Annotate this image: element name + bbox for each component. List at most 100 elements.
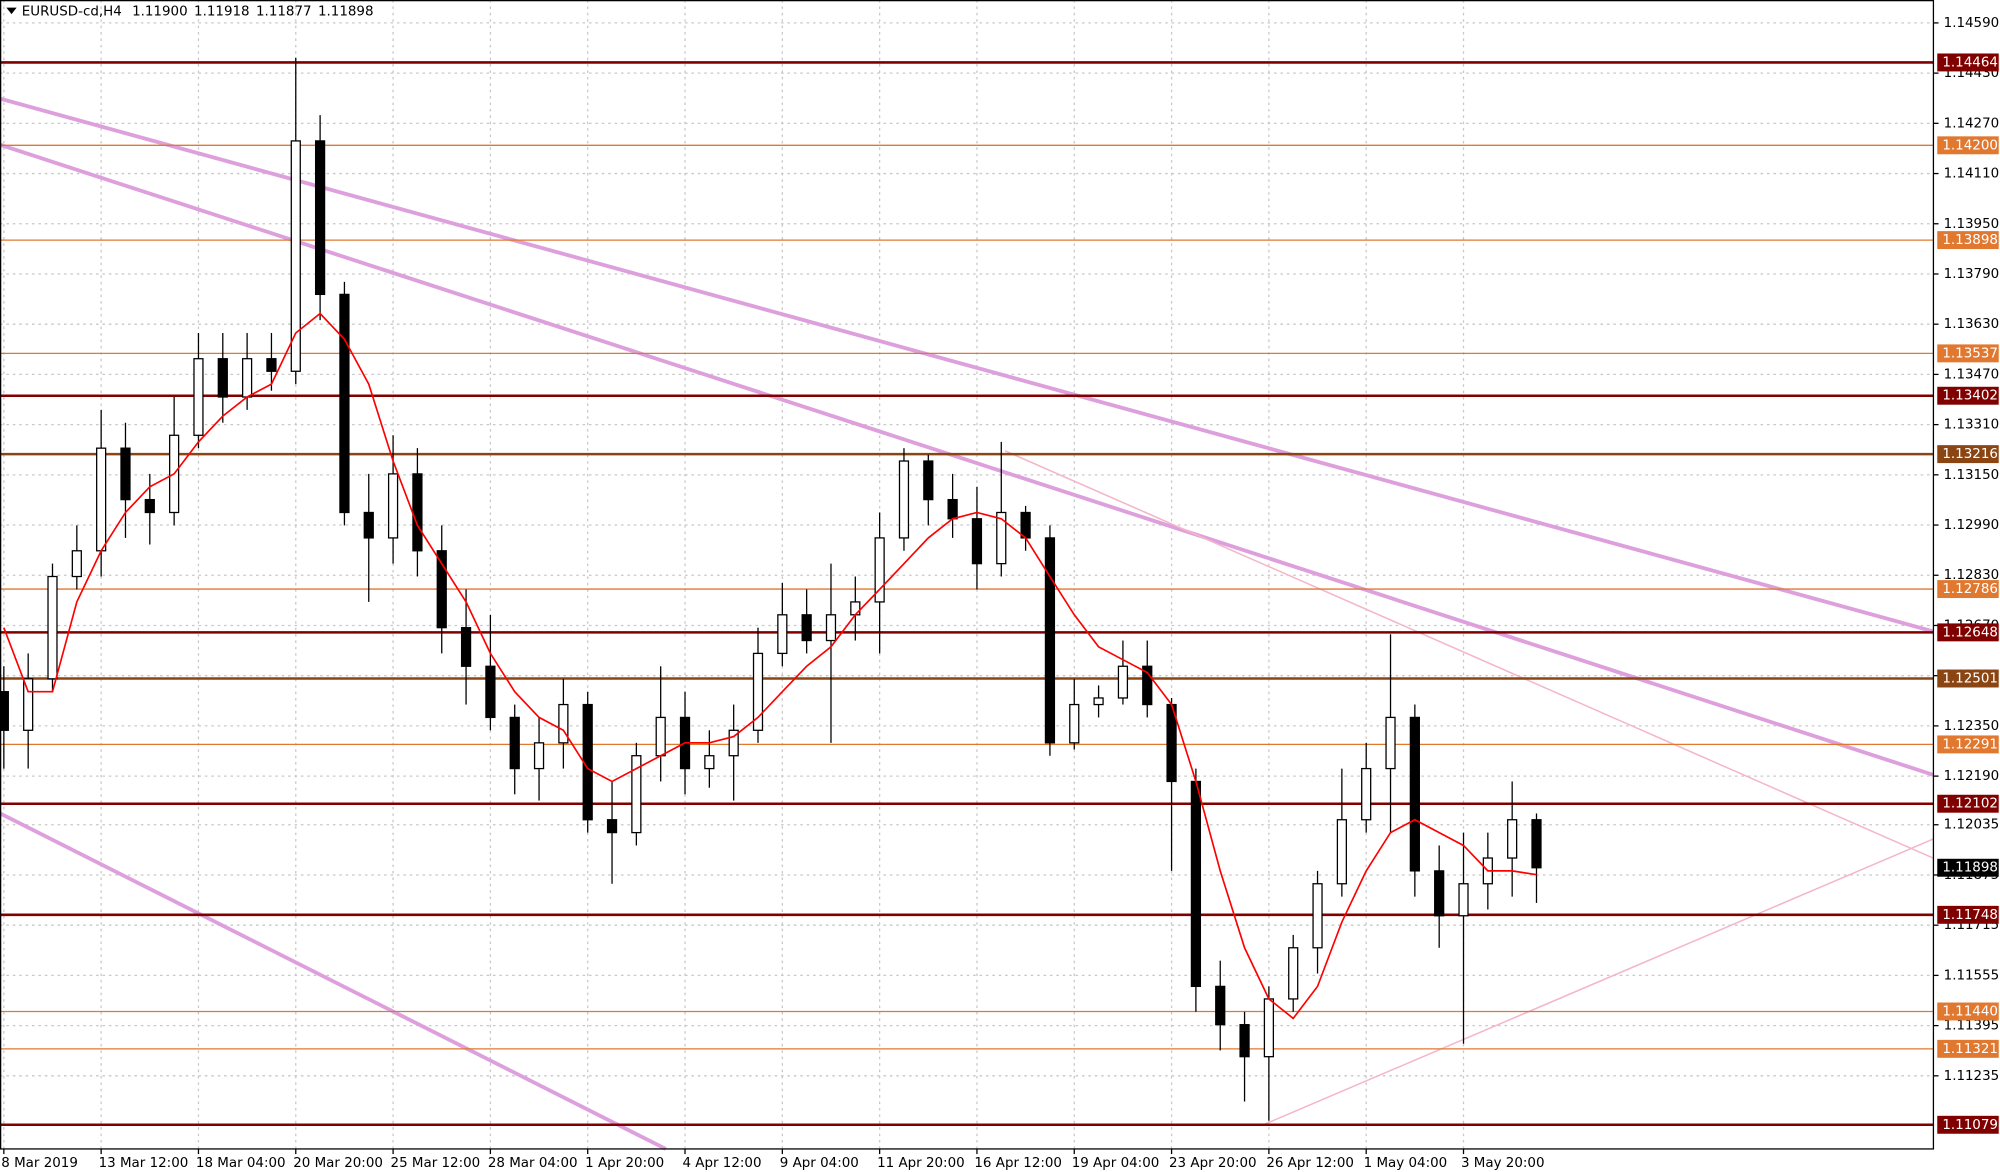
level-label-box xyxy=(1937,1002,1999,1021)
x-tick-label: 19 Apr 04:00 xyxy=(1072,1156,1160,1171)
candle-body xyxy=(0,691,9,731)
candle-body xyxy=(1361,767,1372,821)
candle-body xyxy=(71,550,82,578)
y-tick-label: 1.13470 xyxy=(1944,367,2000,382)
candle-body xyxy=(1458,883,1469,917)
y-tick-label: 1.12990 xyxy=(1944,518,2000,533)
candle-body xyxy=(144,498,155,514)
symbol: EURUSD-cd,H4 xyxy=(22,5,122,20)
candle-body xyxy=(1409,716,1420,872)
level-label: 1.11440 xyxy=(1942,1004,1998,1019)
candle-body xyxy=(606,819,618,834)
level-label-box xyxy=(1937,344,1999,363)
candle-body xyxy=(1336,819,1347,885)
x-tick-label: 23 Apr 20:00 xyxy=(1169,1156,1257,1171)
candle-body xyxy=(96,447,107,552)
level-label: 1.12648 xyxy=(1942,625,1998,640)
level-label: 1.11079 xyxy=(1942,1118,1998,1133)
y-tick-label: 1.13150 xyxy=(1944,468,2000,483)
y-tick-label: 1.14270 xyxy=(1944,116,2000,131)
candle-body xyxy=(460,627,472,667)
level-label: 1.12501 xyxy=(1942,672,1998,687)
candle-body xyxy=(1020,511,1031,539)
header-value: 1.11898 xyxy=(318,5,374,20)
level-label: 1.12291 xyxy=(1942,737,1998,752)
candle-body xyxy=(485,665,496,719)
candle-body xyxy=(509,716,520,770)
x-tick-label: 9 Apr 04:00 xyxy=(780,1156,859,1171)
candle-body xyxy=(1434,870,1445,917)
level-label-box xyxy=(1937,669,1999,688)
candle-body xyxy=(801,614,812,642)
candles xyxy=(0,57,1542,1121)
y-tick-label: 1.13950 xyxy=(1944,217,2000,232)
candle-body xyxy=(631,755,642,834)
y-tick-label: 1.11555 xyxy=(1944,968,2000,983)
level-label-box xyxy=(1937,794,1999,813)
level-label-box xyxy=(1937,623,1999,642)
candle-body xyxy=(217,358,228,398)
level-label-box xyxy=(1937,386,1999,405)
candle-body xyxy=(1215,985,1226,1026)
candle-body xyxy=(874,537,885,603)
candle-body xyxy=(971,518,983,565)
candle-body xyxy=(1093,697,1104,706)
candle-body xyxy=(655,716,666,757)
level-label: 1.13402 xyxy=(1942,389,1998,404)
x-tick-label: 13 Mar 12:00 xyxy=(99,1156,189,1171)
candle-body xyxy=(1312,883,1323,949)
candle-body xyxy=(1117,665,1129,699)
candle-body xyxy=(290,140,301,372)
level-label: 1.13537 xyxy=(1942,346,1998,361)
level-label-box xyxy=(1937,136,1999,155)
x-tick-label: 8 Mar 2019 xyxy=(1,1156,78,1171)
header-value: 1.11918 xyxy=(194,5,250,20)
candle-body xyxy=(825,614,837,642)
candle-body xyxy=(1531,819,1542,869)
candle-body xyxy=(436,550,447,629)
level-label-box xyxy=(1937,735,1999,754)
x-tick-label: 4 Apr 12:00 xyxy=(682,1156,761,1171)
candle-body xyxy=(558,703,569,744)
trend-line xyxy=(1263,838,1934,1126)
trend-line xyxy=(0,811,667,1151)
candle-body xyxy=(387,473,399,539)
x-tick-label: 3 May 20:00 xyxy=(1461,1156,1545,1171)
x-tick-label: 1 May 04:00 xyxy=(1364,1156,1448,1171)
x-tick-label: 16 Apr 12:00 xyxy=(974,1156,1062,1171)
candle-body xyxy=(1190,780,1202,988)
x-tick-label: 28 Mar 04:00 xyxy=(488,1156,578,1171)
y-tick-label: 1.11235 xyxy=(1944,1069,2000,1084)
level-label: 1.13898 xyxy=(1942,233,1998,248)
level-label: 1.11748 xyxy=(1942,908,1998,923)
candle-body xyxy=(898,460,910,539)
level-label-box xyxy=(1937,1115,1999,1134)
menu-arrow xyxy=(6,7,17,15)
y-tick-label: 1.12830 xyxy=(1944,568,2000,583)
y-tick-label: 1.14590 xyxy=(1944,16,2000,31)
level-label-box xyxy=(1937,1039,1999,1058)
candle-body xyxy=(704,755,715,770)
x-tick-label: 11 Apr 20:00 xyxy=(877,1156,965,1171)
candle-body xyxy=(266,358,277,372)
candle-body xyxy=(1142,665,1153,706)
level-label-box xyxy=(1937,53,1999,72)
candle-body xyxy=(241,358,253,398)
candle-body xyxy=(1239,1024,1250,1058)
level-label-box xyxy=(1937,580,1999,599)
y-tick-label: 1.12190 xyxy=(1944,769,2000,784)
y-tick-label: 1.12350 xyxy=(1944,719,2000,734)
moving-average xyxy=(3,312,1537,1020)
candle-body xyxy=(777,614,788,655)
header-value: 1.11900 xyxy=(132,5,188,20)
level-label-box xyxy=(1937,231,1999,250)
candle-body xyxy=(1263,998,1275,1058)
candle-body xyxy=(47,575,58,680)
candle-body xyxy=(1385,716,1396,770)
candle-body xyxy=(752,652,764,731)
y-tick-label: 1.13310 xyxy=(1944,418,2000,433)
candle-body xyxy=(23,678,34,731)
trend-line xyxy=(1004,450,1934,859)
